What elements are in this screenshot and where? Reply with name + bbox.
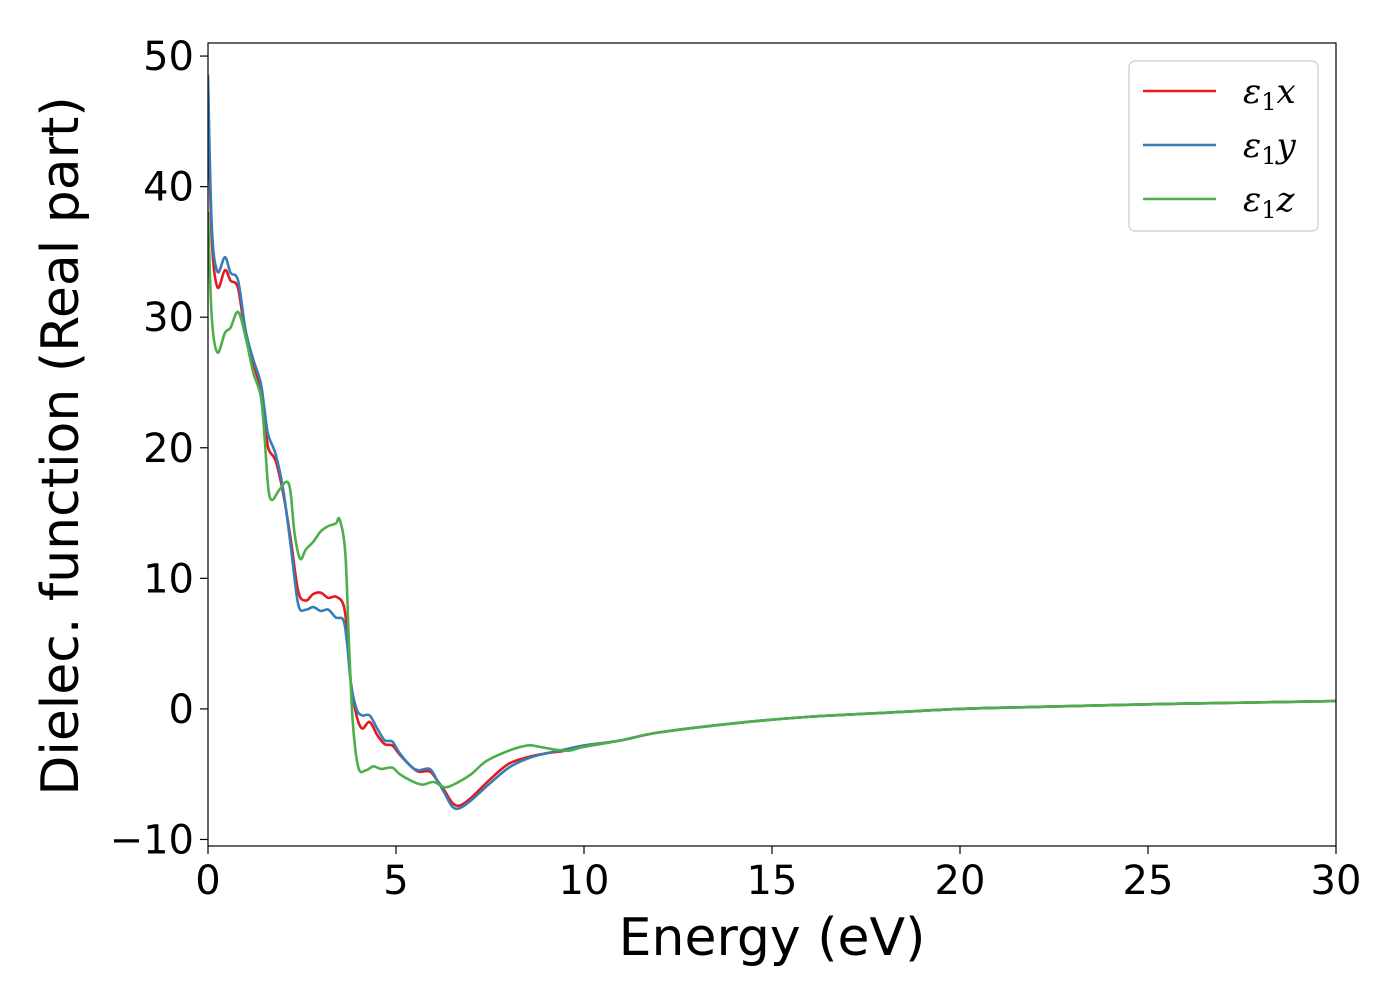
series-line-e1z — [208, 211, 1336, 789]
x-axis: 0 5 10 15 20 25 30 — [195, 846, 1361, 904]
legend-entry-e1y: ε1y — [1143, 126, 1297, 170]
y-tick-label: 50 — [143, 34, 194, 80]
y-tick-label: 0 — [169, 687, 194, 733]
x-axis-label: Energy (eV) — [619, 908, 926, 968]
x-tick-label: 5 — [383, 858, 408, 904]
x-tick-label: 30 — [1311, 858, 1362, 904]
x-tick-label: 0 — [195, 858, 220, 904]
y-tick-label: 20 — [143, 426, 194, 472]
series-layer — [208, 74, 1336, 811]
y-tick-label: −10 — [110, 817, 194, 863]
legend-box — [1128, 60, 1319, 232]
legend-entry-e1z: ε1z — [1143, 180, 1296, 224]
x-tick-label: 10 — [559, 858, 610, 904]
x-tick-label: 25 — [1123, 858, 1174, 904]
x-tick-label: 20 — [935, 858, 986, 904]
y-axis-label: Dielec. function (Real part) — [31, 96, 91, 795]
legend-label: ε1y — [1243, 126, 1297, 170]
legend-label: ε1x — [1243, 72, 1296, 116]
y-tick-label: 30 — [143, 295, 194, 341]
legend-entry-e1x: ε1x — [1143, 72, 1296, 116]
y-tick-label: 40 — [143, 165, 194, 211]
y-tick-label: 10 — [143, 556, 194, 602]
legend-label: ε1z — [1243, 180, 1296, 224]
x-tick-label: 15 — [747, 858, 798, 904]
y-axis: −10 0 10 20 30 40 50 — [110, 34, 208, 863]
legend: ε1x ε1y ε1z — [1128, 60, 1319, 232]
